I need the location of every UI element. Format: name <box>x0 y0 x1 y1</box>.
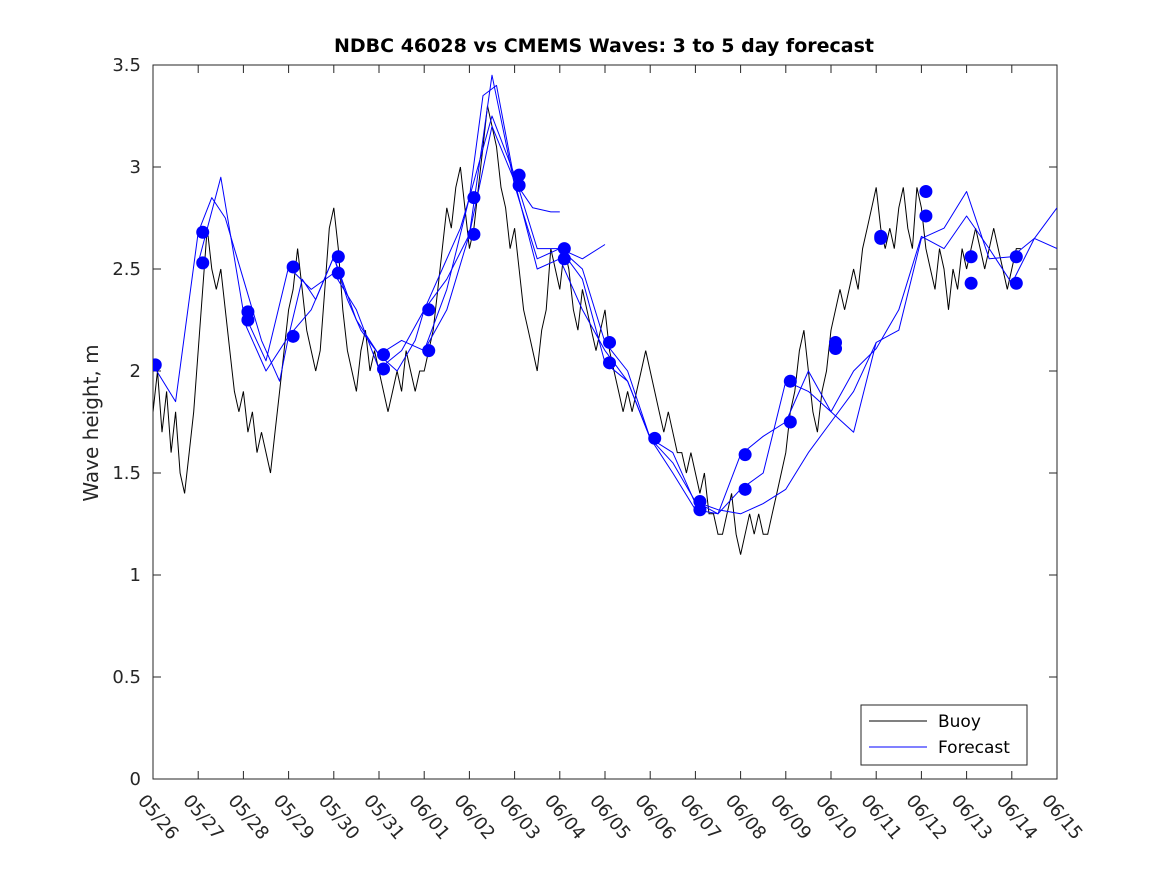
y-tick-label: 3 <box>130 157 141 178</box>
forecast-marker <box>286 329 300 343</box>
y-tick-label: 3.5 <box>112 55 141 76</box>
forecast-marker <box>964 250 978 264</box>
forecast-marker <box>693 503 707 517</box>
legend-forecast-label: Forecast <box>938 738 1010 758</box>
forecast-marker <box>331 250 345 264</box>
buoy-series-line <box>153 105 1021 555</box>
forecast-marker <box>153 358 162 372</box>
forecast-marker <box>512 178 526 192</box>
y-tick-label: 0 <box>130 769 141 790</box>
forecast-marker <box>648 431 662 445</box>
forecast-marker <box>603 335 617 349</box>
y-axis-label: Wave height, m <box>79 344 103 501</box>
legend-box <box>860 704 1028 766</box>
forecast-marker <box>467 191 481 205</box>
y-tick-label: 2 <box>130 361 141 382</box>
chart-title: NDBC 46028 vs CMEMS Waves: 3 to 5 day fo… <box>334 35 874 57</box>
forecast-marker <box>1009 250 1023 264</box>
y-tick-label: 0.5 <box>112 667 141 688</box>
forecast-marker <box>241 313 255 327</box>
y-tick-label: 2.5 <box>112 259 141 280</box>
forecast-marker <box>738 482 752 496</box>
legend-buoy-label: Buoy <box>938 712 981 732</box>
y-tick-label: 1 <box>130 565 141 586</box>
forecast-marker <box>829 342 843 356</box>
forecast-marker <box>422 303 436 317</box>
forecast-marker <box>467 227 481 241</box>
forecast-marker <box>738 448 752 462</box>
forecast-run-line-5 <box>559 207 1057 515</box>
forecast-marker <box>377 362 391 376</box>
forecast-marker <box>286 260 300 274</box>
forecast-marker <box>196 256 210 270</box>
forecast-marker <box>557 242 571 256</box>
forecast-marker <box>874 231 888 245</box>
forecast-marker <box>196 225 210 239</box>
forecast-run-line-2 <box>197 74 606 370</box>
forecast-run-line-6 <box>695 191 1057 515</box>
series-group <box>153 74 1057 555</box>
y-tick-label: 1.5 <box>112 463 141 484</box>
forecast-marker <box>783 415 797 429</box>
forecast-marker <box>919 209 933 223</box>
forecast-marker <box>331 266 345 280</box>
legend: Buoy Forecast <box>860 704 1028 766</box>
forecast-marker <box>377 348 391 362</box>
forecast-marker <box>1009 276 1023 290</box>
forecast-marker <box>919 184 933 198</box>
forecast-marker <box>603 356 617 370</box>
forecast-marker <box>783 374 797 388</box>
forecast-marker <box>964 276 978 290</box>
forecast-marker <box>422 344 436 358</box>
forecast-marker <box>557 252 571 266</box>
forecast-marker <box>512 168 526 182</box>
